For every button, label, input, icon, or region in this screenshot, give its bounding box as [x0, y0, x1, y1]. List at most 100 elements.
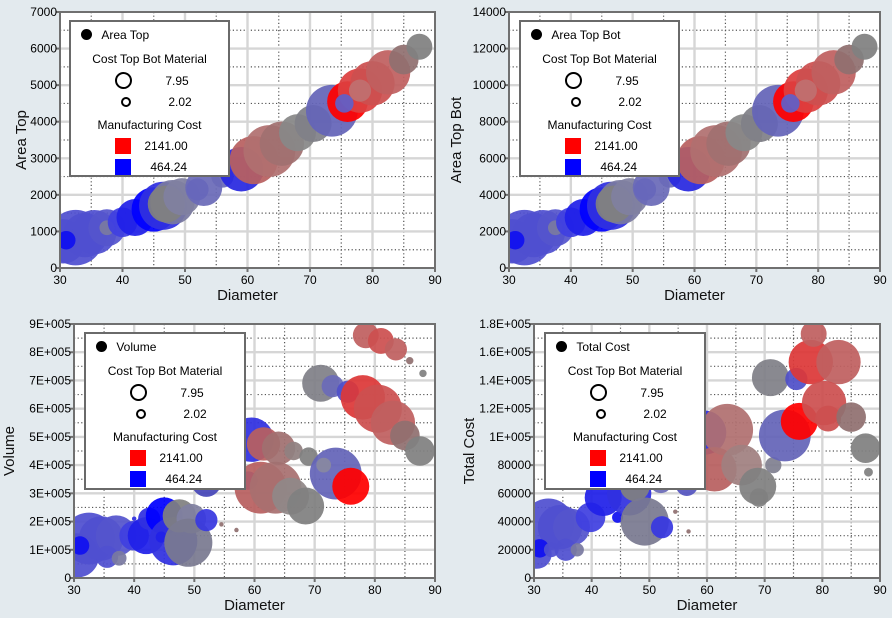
y-tick-label: 5000 [30, 78, 57, 92]
legend-size-max: 7.95 [130, 384, 204, 401]
bubble[interactable] [406, 356, 414, 365]
bubbles [506, 33, 878, 266]
x-tick-label: 40 [127, 583, 141, 597]
color-min-label: 464.24 [150, 160, 188, 174]
y-tick-label: 6E+005 [29, 402, 71, 416]
x-tick-label: 80 [366, 273, 380, 287]
y-tick-label: 1.8E+005 [479, 317, 531, 331]
bubble[interactable] [751, 359, 789, 397]
legend-series: Volume [96, 340, 156, 354]
bubble[interactable] [850, 433, 881, 463]
legend-color-max: 2141.00 [590, 450, 663, 466]
red-swatch-icon [565, 138, 581, 154]
y-axis-label: Area Top [13, 110, 30, 170]
bubble[interactable] [800, 321, 827, 347]
bubble[interactable] [348, 79, 372, 102]
x-tick-label: 80 [816, 583, 830, 597]
legend-series-label: Total Cost [576, 340, 630, 354]
x-tick-label: 50 [178, 273, 192, 287]
bubble[interactable] [650, 516, 674, 539]
x-tick-label: 40 [564, 273, 578, 287]
y-tick-label: 2000 [479, 224, 506, 238]
bubble[interactable] [612, 511, 624, 523]
legend-series: Area Top Bot [531, 28, 621, 42]
size-min-label: 2.02 [183, 406, 207, 421]
x-tick-label: 30 [67, 583, 81, 597]
chart-area-top-bot: 30 40 50 60 70 80 90 0 2000 4000 6000 8000 10000 1200… [446, 0, 892, 309]
x-tick-label: 30 [502, 273, 516, 287]
bubble[interactable] [836, 402, 866, 432]
x-axis-label: Diameter [217, 287, 278, 304]
x-tick-label: 60 [700, 583, 714, 597]
bubble[interactable] [71, 536, 90, 555]
y-tick-label: 1.4E+005 [479, 373, 531, 387]
color-max-label: 2141.00 [594, 139, 638, 153]
bubble[interactable] [332, 467, 370, 505]
bubble[interactable] [335, 94, 354, 113]
bubble[interactable] [287, 487, 325, 525]
bubble[interactable] [864, 467, 873, 477]
x-tick-label: 60 [248, 583, 262, 597]
bubble[interactable] [781, 94, 800, 113]
legend-size-min: 2.02 [593, 406, 667, 421]
bubble[interactable] [195, 509, 218, 532]
y-tick-label: 80000 [498, 458, 532, 472]
color-max-label: 2141.00 [144, 139, 188, 153]
bubble[interactable] [419, 369, 427, 378]
x-tick-label: 60 [688, 273, 702, 287]
legend-size-min: 2.02 [568, 94, 642, 109]
x-tick-label: 30 [53, 273, 67, 287]
bubble[interactable] [851, 33, 878, 60]
x-axis-label: Diameter [664, 287, 725, 304]
bubble[interactable] [111, 550, 127, 566]
bubble[interactable] [234, 527, 239, 533]
size-min-label: 2.02 [618, 94, 642, 109]
bubble[interactable] [384, 338, 407, 361]
bubble[interactable] [406, 33, 433, 60]
series-marker-icon [531, 29, 542, 40]
bubble[interactable] [701, 403, 754, 456]
bubble[interactable] [570, 543, 584, 557]
bubble[interactable] [95, 545, 119, 568]
bubble[interactable] [316, 457, 332, 473]
y-tick-label: 6000 [30, 42, 57, 56]
bubble[interactable] [686, 529, 691, 534]
legend-size-max: 7.95 [565, 72, 639, 89]
legend-color-min: 464.24 [565, 159, 637, 175]
chart-total-cost: 30 40 50 60 70 80 90 0 20000 40000 60000 80000 1E+00… [446, 309, 892, 618]
bubble[interactable] [673, 509, 678, 514]
red-swatch-icon [590, 450, 606, 466]
size-max-label: 7.95 [615, 73, 639, 88]
legend-series-label: Area Top Bot [551, 28, 621, 42]
bubble[interactable] [794, 79, 817, 102]
y-tick-label: 60000 [498, 486, 532, 500]
bubble[interactable] [405, 436, 435, 466]
bubble[interactable] [749, 488, 769, 507]
bubble[interactable] [554, 538, 577, 561]
y-tick-label: 5E+005 [29, 430, 71, 444]
x-tick-label: 70 [750, 273, 764, 287]
bubble[interactable] [219, 522, 224, 527]
bubble[interactable] [506, 230, 525, 250]
y-tick-label: 0 [50, 261, 57, 275]
large-circle-icon [115, 72, 132, 89]
bubble[interactable] [57, 230, 76, 250]
color-min-label: 464.24 [600, 160, 638, 174]
bubble[interactable] [765, 456, 782, 474]
size-max-label: 7.95 [165, 73, 189, 88]
color-max-label: 2141.00 [619, 451, 663, 465]
y-tick-label: 40000 [498, 515, 532, 529]
bubble[interactable] [543, 542, 559, 558]
bubble[interactable] [131, 516, 137, 521]
small-circle-icon [571, 96, 581, 107]
color-min-label: 464.24 [165, 472, 203, 486]
bubble[interactable] [284, 441, 303, 461]
bubble[interactable] [155, 531, 167, 543]
bubble[interactable] [816, 339, 861, 385]
legend-size-title: Cost Top Bot Material [92, 52, 207, 66]
size-min-label: 2.02 [643, 406, 667, 421]
bubble[interactable] [815, 405, 842, 432]
legend-color-title: Manufacturing Cost [112, 430, 218, 444]
bubble[interactable] [164, 518, 213, 567]
legend-color-title: Manufacturing Cost [97, 118, 202, 132]
